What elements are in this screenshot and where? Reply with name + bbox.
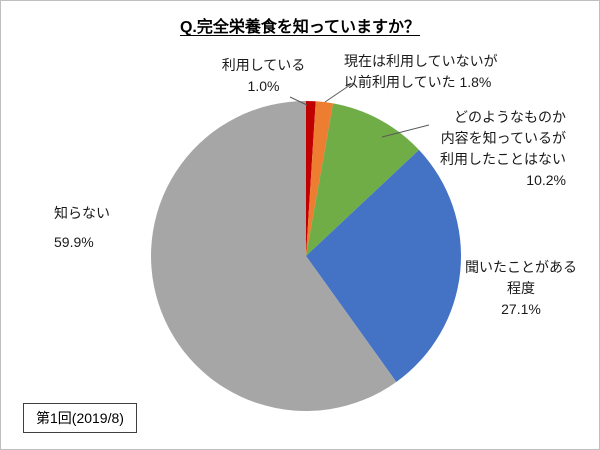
pie-slices [151,101,461,412]
pie-slice-unknown [151,101,397,412]
pie-slice-former-user [306,101,334,256]
label-slice-former: 現在は利用していないが 以前利用していた 1.8% [344,53,498,90]
label-slice-using: 利用している 1.0% [221,57,306,94]
leader-line-using [289,96,308,106]
pie-slice-heard [306,149,461,382]
label-slice-unknown: 知らない 59.9% [54,205,110,251]
leader-line-former [324,82,354,103]
leader-line-know [381,124,430,138]
label-slice-heard: 聞いたことがある 程度 27.1% [465,259,577,317]
pie-slice-using [306,101,316,256]
label-slice-know: どのようなものか 内容を知っているが 利用したことはない 10.2% [440,109,566,188]
pie-slice-know-content [306,103,419,256]
chart-title: Q.完全栄養食を知っていますか？ [179,19,421,36]
survey-round-badge: 第1回(2019/8) [23,403,137,433]
